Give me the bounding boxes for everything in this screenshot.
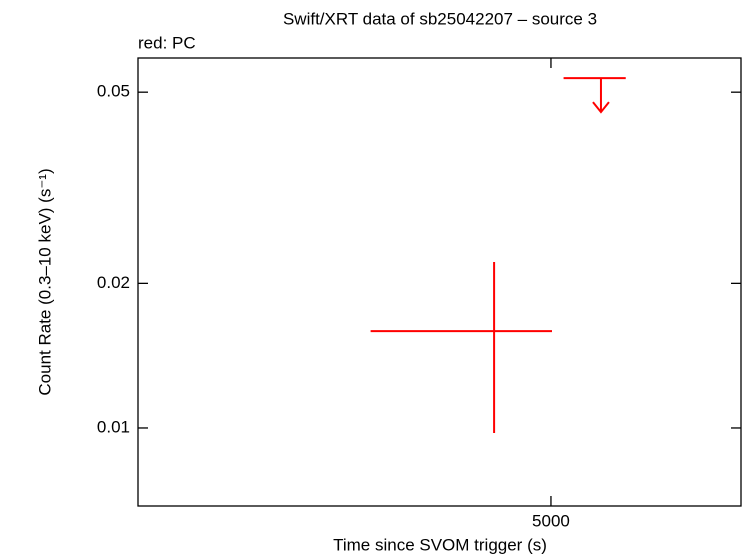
y-tick-label: 0.05 (97, 82, 130, 101)
x-tick-label: 5000 (532, 511, 570, 530)
plot-frame (137, 57, 742, 507)
y-axis-label: Count Rate (0.3–10 keV) (s⁻¹) (35, 168, 54, 395)
subtitle: red: PC (138, 33, 196, 52)
y-tick-label: 0.02 (97, 273, 130, 292)
y-tick-label: 0.01 (97, 417, 130, 436)
upper-limit-arrow (592, 78, 610, 114)
chart-title: Swift/XRT data of sb25042207 – source 3 (283, 9, 597, 28)
x-axis-label: Time since SVOM trigger (s) (333, 535, 547, 554)
